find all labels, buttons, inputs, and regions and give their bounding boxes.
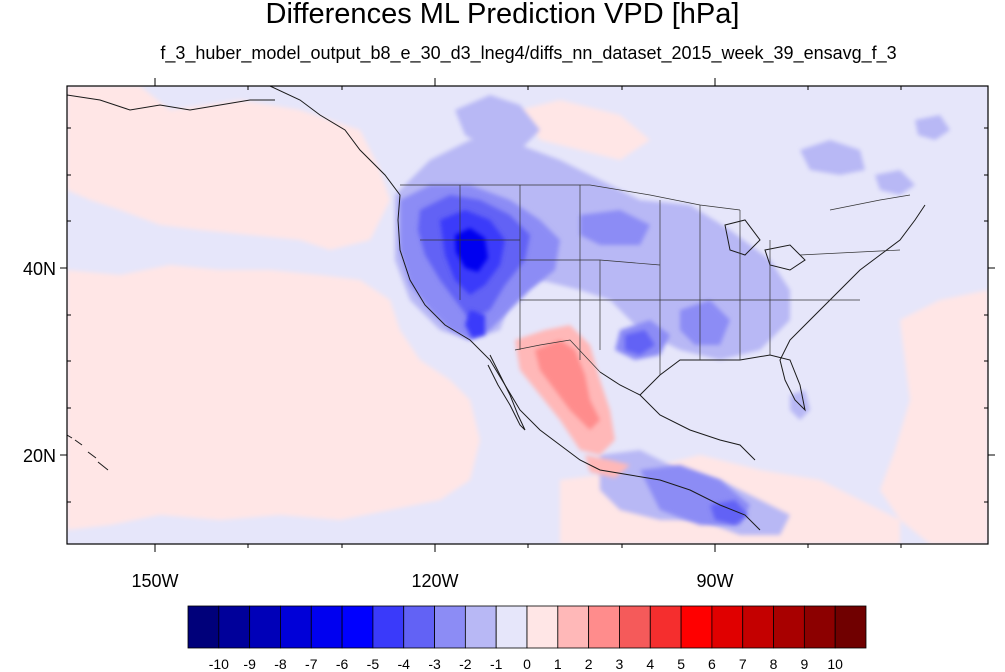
lon-label-90w: 90W: [696, 571, 733, 591]
colorbar-swatch: [588, 605, 620, 649]
colorbar-swatch: [711, 605, 744, 649]
colorbar-tick-label: 1: [554, 656, 562, 672]
colorbar-swatch: [742, 605, 774, 649]
colorbar-swatch: [557, 605, 590, 649]
colorbar-swatch: [310, 605, 343, 649]
colorbar-tick-label: 7: [739, 656, 747, 672]
colorbar-swatch: [372, 605, 405, 649]
lat-label-40n: 40N: [23, 259, 56, 279]
positive-anomaly-light: [67, 86, 988, 544]
map-title: Differences ML Prediction VPD [hPa]: [265, 0, 740, 30]
lon-ticks: [154, 78, 902, 552]
colorbar-tick-label: 8: [770, 656, 778, 672]
colorbar-swatch: [434, 605, 466, 649]
colorbar-swatch: [619, 605, 651, 649]
colorbar-tick-label: -1: [490, 656, 503, 672]
colorbar-tick-label: 0: [523, 656, 531, 672]
colorbar-tick-label: -9: [243, 656, 256, 672]
colorbar-tick-label: -3: [428, 656, 441, 672]
negative-anomaly-max: [455, 228, 488, 272]
positive-anomaly-strong: [535, 340, 600, 430]
colorbar-tick-label: 5: [677, 656, 685, 672]
colorbar-swatch: [249, 605, 281, 649]
colorbar-tick-label: -6: [336, 656, 349, 672]
colorbar-swatch: [464, 605, 497, 649]
map-panel: [67, 86, 988, 544]
colorbar-tick-label: -4: [398, 656, 411, 672]
colorbar-swatch: [680, 605, 713, 649]
colorbar-swatch: [187, 605, 220, 649]
colorbar-swatch: [526, 605, 559, 649]
colorbar-swatch: [803, 605, 836, 649]
colorbar-tick-label: 2: [585, 656, 593, 672]
colorbar-swatch: [834, 605, 867, 649]
colorbar-tick-label: -8: [274, 656, 287, 672]
colorbar-swatch: [403, 605, 435, 649]
map-subtitle: f_3_huber_model_output_b8_e_30_d3_lneg4/…: [160, 43, 897, 63]
colorbar-tick-label: -7: [305, 656, 318, 672]
colorbar-tick-label: 9: [800, 656, 808, 672]
political-borders: [400, 184, 911, 375]
lat-label-20n: 20N: [23, 446, 56, 466]
lat-ticks: [60, 127, 995, 503]
colorbar-tick-label: 3: [616, 656, 624, 672]
colorbar-labels: -10 -9 -8 -7 -6 -5 -4 -3 -2 -1 0 1 2 3 4 5 6 7 8 9 10: [209, 656, 843, 672]
colorbar-tick-label: 4: [646, 656, 654, 672]
colorbar-swatch: [341, 605, 374, 649]
colorbar-swatch: [280, 605, 312, 649]
coastlines: [67, 86, 926, 531]
colorbar-tick-label: -5: [367, 656, 380, 672]
colorbar-swatch: [218, 605, 251, 649]
colorbar-swatch: [773, 605, 805, 649]
colorbar: [187, 605, 867, 649]
colorbar-tick-label: -2: [459, 656, 472, 672]
colorbar-tick-label: 10: [827, 656, 843, 672]
colorbar-swatch: [649, 605, 682, 649]
colorbar-tick-label: -10: [209, 656, 229, 672]
colorbar-swatch: [495, 605, 528, 649]
colorbar-tick-label: 6: [708, 656, 716, 672]
lon-label-120w: 120W: [411, 571, 458, 591]
lon-label-150w: 150W: [131, 571, 178, 591]
